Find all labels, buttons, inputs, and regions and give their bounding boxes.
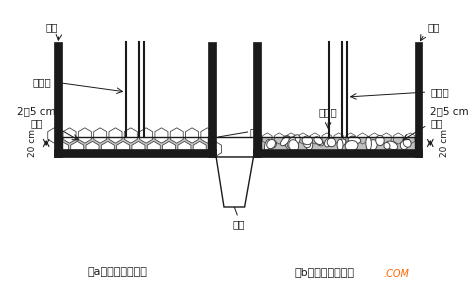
Ellipse shape (287, 137, 295, 147)
Ellipse shape (375, 135, 383, 146)
Ellipse shape (303, 142, 310, 148)
Ellipse shape (327, 138, 335, 147)
Bar (54, 42, 62, 157)
Text: 混凝土: 混凝土 (318, 107, 337, 117)
Text: 注浆管: 注浆管 (33, 77, 51, 87)
Text: 2～5 cm
石子: 2～5 cm 石子 (429, 106, 468, 128)
Ellipse shape (305, 138, 312, 150)
Text: （a）桩基回填石子: （a）桩基回填石子 (88, 267, 148, 277)
Bar (208, 42, 216, 157)
Text: .COM: .COM (382, 269, 408, 279)
Ellipse shape (365, 136, 371, 150)
Bar (62, 137, 208, 149)
Bar (414, 42, 422, 157)
Ellipse shape (366, 140, 377, 152)
Ellipse shape (282, 136, 291, 145)
Ellipse shape (337, 139, 345, 147)
Ellipse shape (290, 135, 299, 146)
Text: 桩底: 桩底 (249, 127, 261, 137)
Ellipse shape (337, 139, 342, 150)
Text: 20 cm: 20 cm (438, 129, 447, 157)
Ellipse shape (268, 140, 276, 148)
Bar (261, 137, 414, 149)
Ellipse shape (383, 142, 389, 149)
Ellipse shape (264, 139, 269, 151)
Ellipse shape (266, 140, 275, 149)
Ellipse shape (347, 137, 360, 144)
Bar (253, 149, 422, 157)
Text: 孔底: 孔底 (232, 219, 245, 229)
Text: 孔壁: 孔壁 (426, 22, 439, 32)
Ellipse shape (283, 136, 291, 146)
Ellipse shape (345, 140, 357, 151)
Text: （b）混凝土灌注后: （b）混凝土灌注后 (294, 267, 354, 277)
Bar (253, 42, 261, 157)
Ellipse shape (399, 140, 407, 150)
Text: 孔壁: 孔壁 (46, 22, 58, 32)
Text: 2～5 cm
石子: 2～5 cm 石子 (17, 106, 56, 128)
Text: 20 cm: 20 cm (28, 129, 37, 157)
Ellipse shape (285, 139, 296, 150)
Ellipse shape (324, 138, 331, 147)
Ellipse shape (347, 136, 356, 145)
Ellipse shape (288, 140, 298, 151)
Text: 注浆管: 注浆管 (429, 87, 448, 97)
Ellipse shape (402, 139, 410, 147)
Ellipse shape (280, 137, 288, 146)
Ellipse shape (386, 141, 397, 150)
Ellipse shape (301, 136, 312, 145)
Polygon shape (216, 157, 253, 207)
Ellipse shape (349, 139, 356, 145)
Ellipse shape (315, 139, 323, 146)
Ellipse shape (313, 137, 322, 145)
Bar (54, 149, 216, 157)
